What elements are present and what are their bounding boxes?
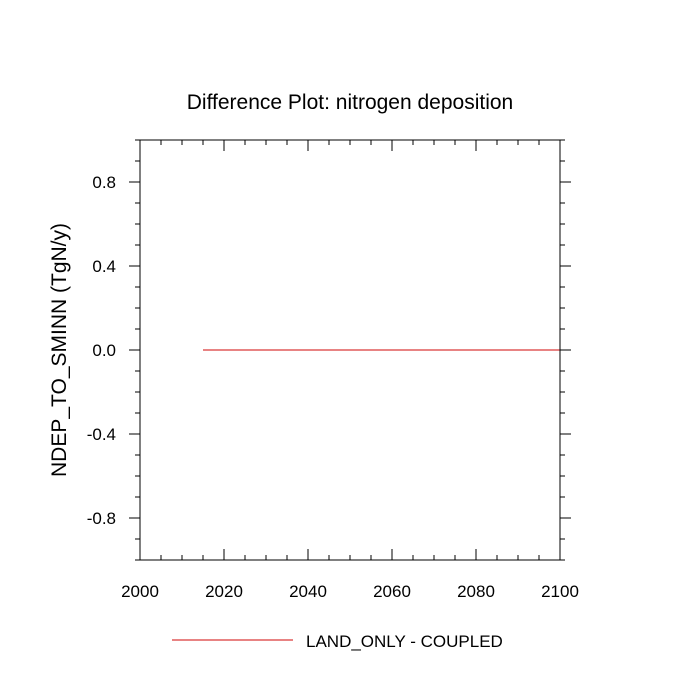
plot-frame [139,139,561,561]
y-tick-label: 0.8 [92,173,116,192]
y-tick-label: -0.8 [87,509,116,528]
chart-title: Difference Plot: nitrogen deposition [187,91,513,114]
x-tick-label: 2000 [121,582,159,601]
tick-labels: 2000 2020 2040 2060 2080 2100 -0.8 -0.4 0.0 0.4 0.… [87,173,579,601]
x-tick-label: 2080 [457,582,495,601]
x-tick-label: 2020 [205,582,243,601]
y-tick-label: 0.0 [92,341,116,360]
x-tick-label: 2100 [541,582,579,601]
y-axis-title-group: NDEP_TO_SMINN (TgN/y) [48,223,71,477]
x-tick-label: 2060 [373,582,411,601]
y-axis-title: NDEP_TO_SMINN (TgN/y) [48,223,71,477]
legend-label: LAND_ONLY - COUPLED [306,632,503,651]
x-tick-label: 2040 [289,582,327,601]
legend: LAND_ONLY - COUPLED [172,632,503,651]
y-tick-label: -0.4 [87,425,116,444]
minor-ticks [135,139,565,561]
y-tick-label: 0.4 [92,257,116,276]
